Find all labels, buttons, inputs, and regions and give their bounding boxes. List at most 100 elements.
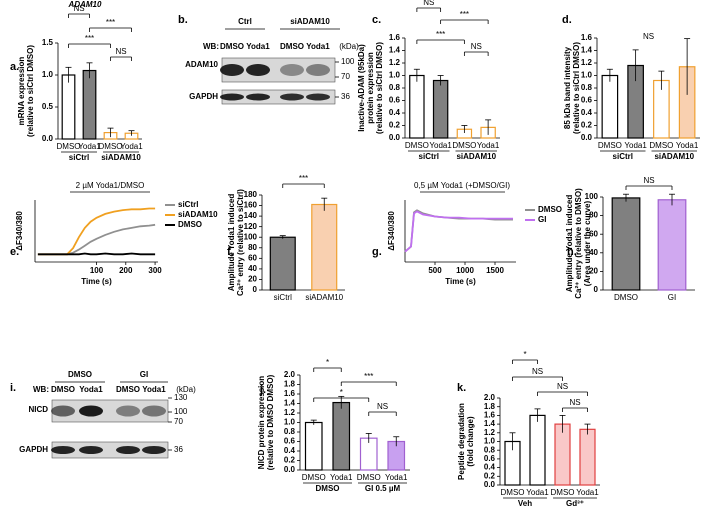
y-tick-label: 0.2 [284,456,296,465]
group-label: siCtrl [69,153,89,162]
y-axis-label: protein expression [366,52,375,124]
y-tick-label: 80 [589,211,598,220]
band [246,64,270,76]
x-tick-label: 500 [428,266,442,275]
y-tick-label: 1.2 [284,408,296,417]
y-tick-label: 60 [589,229,598,238]
significance: * [523,350,526,359]
x-tick-label: Yoda1 [624,141,647,150]
bar [332,401,351,471]
x-tick-label: DMSO [357,473,381,482]
significance: *** [364,372,373,381]
y-tick-label: 0.4 [284,446,296,455]
significance: * [326,358,329,367]
wb-label: WB: [203,42,219,51]
x-axis-label: Time (s) [81,277,112,286]
y-tick-label: 0.0 [484,480,496,489]
y-tick-label: 180 [244,190,258,199]
y-tick-label: 0.2 [484,471,496,480]
marker-label: 100 [174,407,188,416]
y-tick-label: 1.6 [389,33,401,42]
y-tick-label: 0.2 [389,121,401,130]
group-label: siCtrl [613,152,633,161]
y-tick-label: 1.2 [484,428,496,437]
legend-label: DMSO [178,220,202,229]
x-tick-label: 1000 [456,266,474,275]
legend-label: GI [538,215,546,224]
marker-label: 100 [341,57,355,66]
y-axis-label: (relative to siCtrl DMSO) [26,45,35,137]
significance: *** [460,10,469,19]
x-tick-label: Yoda1 [576,488,599,497]
y-axis-label: (Area under the curve) [583,200,592,286]
y-tick-label: 1.0 [581,71,593,80]
chart-title: ADAM10 [68,0,102,9]
y-tick-label: 0.8 [484,445,496,454]
significance: * [340,388,343,397]
panel-label: d. [562,14,572,26]
panel-label: b. [178,14,188,26]
significance: NS [643,176,654,185]
y-tick-label: 0.5 [42,102,54,111]
significance: NS [532,367,543,376]
row-label: ADAM10 [185,60,218,69]
x-tick-label: Yoda1 [330,473,353,482]
line-series [37,207,156,256]
group-label: siCtrl [419,152,439,161]
group-label: GI 0.5 µM [365,484,401,493]
x-tick-label: DMSO [598,141,622,150]
y-axis-label: ΔF340/380 [15,211,24,251]
x-tick-label: DMSO [452,141,476,150]
x-tick-label: DMSO [405,141,429,150]
bar [611,197,641,291]
panel-label: k. [457,382,466,394]
group-label: DMSO [316,484,340,493]
y-tick-label: 1.6 [581,33,593,42]
band [79,405,103,417]
line-series [404,209,513,253]
band [280,64,304,76]
x-tick-label: siADAM10 [305,293,343,302]
significance: NS [73,4,84,13]
significance: *** [106,18,115,27]
y-tick-label: 40 [248,264,257,273]
y-axis-label: Inactive-ADAM (95kDa) [357,44,366,132]
x-tick-label: GI [668,293,676,302]
bar [529,414,546,486]
bar [304,421,323,471]
x-axis-label: Time (s) [445,277,476,286]
significance: NS [115,47,126,56]
y-tick-label: 1.0 [284,418,296,427]
x-tick-label: siCtrl [274,293,292,302]
marker-label: 130 [174,393,188,402]
x-tick-label: 200 [119,266,133,275]
y-tick-label: 1.0 [42,70,54,79]
y-tick-label: 0.8 [284,427,296,436]
y-axis-label: mRNA expression [17,57,26,126]
legend-label: DMSO [538,205,562,214]
y-axis-label: (relative to siCtrl DMSO) [375,42,384,134]
lane-label: DMSO [51,385,75,394]
bar [269,236,296,291]
group-label: siADAM10 [456,152,496,161]
y-tick-label: 0.4 [484,463,496,472]
significance: NS [569,398,580,407]
x-tick-label: DMSO [99,142,123,151]
blot-group: GI [140,370,148,379]
group-label: siADAM10 [101,153,141,162]
marker-label: 36 [341,92,350,101]
y-axis-label: (relative to DMSO DMSO) [266,374,275,470]
y-tick-label: 1.4 [284,399,296,408]
blot-group: Ctrl [238,17,252,26]
line-series [37,252,156,256]
bar [601,74,619,139]
line-series [404,210,513,253]
y-tick-label: 0.6 [484,454,496,463]
x-tick-label: DMSO [551,488,575,497]
bar [311,203,338,291]
lane-label: Yoda1 [246,42,270,51]
y-tick-label: 0.6 [284,437,296,446]
unit-label: (kDa) [176,385,196,394]
x-tick-label: Yoda1 [429,141,452,150]
y-tick-label: 80 [248,243,257,252]
